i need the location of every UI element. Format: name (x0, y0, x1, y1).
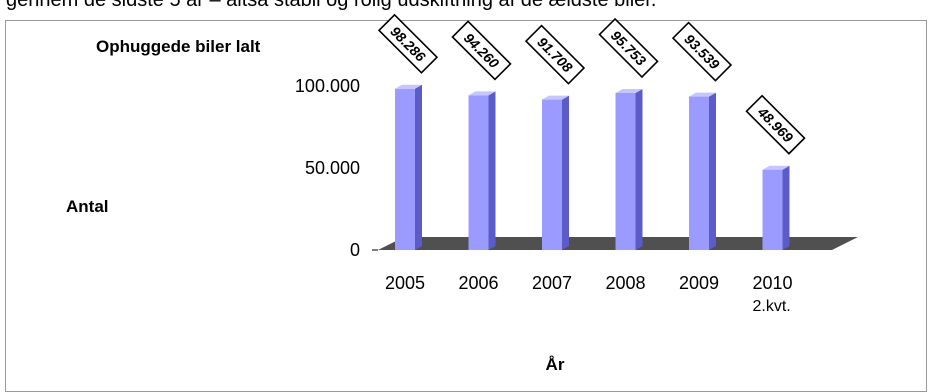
x-tick-label: 2006 (458, 273, 498, 293)
y-tick-label: 100.000 (295, 76, 360, 96)
bar-top (762, 165, 790, 170)
bar-side (562, 95, 569, 250)
data-label: 48.969 (745, 94, 806, 155)
bar-front (762, 169, 783, 250)
bar-top (542, 95, 569, 100)
data-label: 94.260 (451, 20, 512, 81)
bar-top (395, 84, 422, 89)
bar-front (468, 95, 489, 250)
bar (542, 95, 569, 250)
data-label: 98.286 (377, 13, 439, 74)
y-tick-label: 50.000 (305, 158, 360, 178)
x-tick-label: 2008 (605, 273, 645, 293)
chart-title: Ophuggede biler lalt (96, 37, 261, 56)
bar-top (468, 91, 496, 96)
y-tick-label: 0 (350, 240, 360, 260)
bar-top (689, 92, 716, 97)
x-tick-label: 2010 2.kvt. (753, 273, 793, 315)
x-tick-label: 2007 (532, 273, 572, 293)
bar-front (542, 99, 562, 250)
bar (395, 84, 422, 250)
x-axis-title: År (546, 355, 565, 374)
bar (689, 92, 716, 250)
x-tick-label: 2005 (385, 273, 425, 293)
bar-side (635, 88, 643, 250)
bar-front (615, 92, 636, 250)
bar (762, 165, 790, 250)
bar-front (689, 96, 709, 250)
data-label: 95.753 (598, 17, 659, 79)
bar (468, 91, 496, 250)
bar-side (415, 84, 422, 250)
bar-front (395, 88, 415, 250)
bar-top (615, 88, 643, 93)
x-tick-label: 2009 (679, 273, 719, 293)
data-label: 91.708 (524, 24, 586, 85)
y-axis-title: Antal (66, 197, 109, 216)
bar (615, 88, 643, 250)
bar-side (782, 165, 790, 250)
bar-side (488, 91, 496, 250)
bar-side (709, 92, 716, 250)
data-label: 93.539 (671, 21, 733, 82)
caption-text: gennem de sidste 5 år – altså stabil og … (6, 0, 657, 11)
